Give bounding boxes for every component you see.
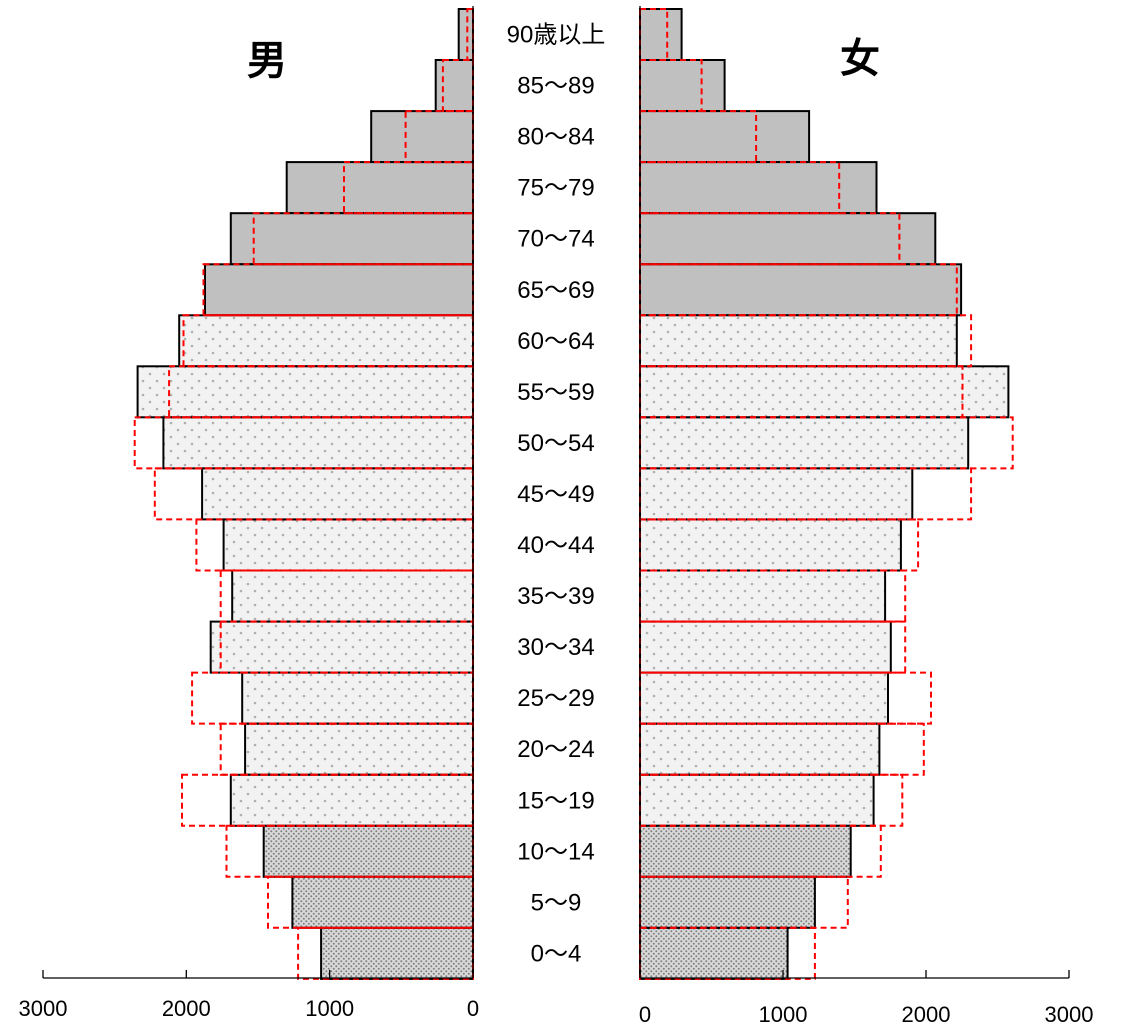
- male-solid-bar-4: [229, 212, 474, 266]
- male-solid-bar-1: [434, 59, 475, 112]
- age-label-16: 10～14: [517, 838, 594, 865]
- male-label: 男: [247, 39, 287, 83]
- male-solid-bar-8: [162, 416, 474, 470]
- male-tick-label-3: 0: [467, 996, 479, 1021]
- male-solid-bar-14: [244, 722, 474, 776]
- age-label-14: 20～24: [517, 736, 594, 763]
- male-solid-bar-5: [204, 263, 474, 317]
- female-dashed-bar-9: [639, 467, 973, 521]
- male-solid-bar-15: [229, 773, 474, 827]
- female-solid-bar-16: [639, 824, 852, 878]
- male-solid-bar-6: [178, 314, 474, 368]
- male-dashed-bar-14: [219, 722, 474, 776]
- female-solid-bar-7: [639, 365, 1010, 419]
- male-solid-bar-10: [222, 518, 474, 572]
- age-label-18: 0～4: [531, 940, 582, 967]
- male-dashed-bar-7: [168, 365, 474, 419]
- female-solid-bar-15: [639, 773, 875, 827]
- tick-labels: 3000 2000 1000 0 0 1000 2000 3000: [19, 996, 1094, 1027]
- age-label-8: 50～54: [517, 430, 594, 457]
- male-solid-bar-9: [201, 467, 474, 521]
- female-solid-bar-5: [639, 263, 963, 317]
- female-solid-bar-17: [639, 875, 816, 929]
- female-tick-label-2: 2000: [902, 1002, 951, 1027]
- age-label-12: 30～34: [517, 634, 594, 661]
- female-dashed-bar-13: [639, 671, 932, 725]
- female-solid-bar-11: [639, 569, 887, 623]
- axes: [43, 6, 1069, 979]
- age-label-17: 5～9: [531, 889, 582, 916]
- female-dashed-bar-2: [639, 110, 758, 164]
- age-label-10: 40～44: [517, 532, 594, 559]
- male-solid-bars: [136, 8, 475, 980]
- female-solid-bar-2: [639, 110, 811, 164]
- male-solid-bar-16: [262, 824, 475, 878]
- female-solid-bar-14: [639, 722, 881, 776]
- female-solid-bar-8: [639, 416, 970, 470]
- male-tick-label-1: 2000: [162, 996, 211, 1021]
- male-solid-bar-0: [457, 8, 475, 61]
- male-tick-label-2: 1000: [305, 996, 354, 1021]
- female-label: 女: [840, 37, 880, 81]
- female-solid-bar-13: [639, 671, 889, 725]
- female-solid-bar-0: [639, 8, 683, 61]
- female-solid-bar-10: [639, 518, 902, 572]
- age-label-1: 85～89: [517, 73, 594, 100]
- male-solid-bar-17: [291, 875, 474, 929]
- male-solid-bar-2: [370, 110, 475, 164]
- female-solid-bars: [639, 8, 1010, 980]
- age-label-3: 75～79: [517, 175, 594, 202]
- male-solid-bar-11: [231, 569, 474, 623]
- age-label-0: 90歳以上: [507, 22, 606, 49]
- tick-marks: [42, 970, 1070, 978]
- female-tick-label-0: 0: [639, 1002, 651, 1027]
- female-dashed-bar-11: [639, 569, 907, 623]
- age-label-2: 80～84: [517, 124, 594, 151]
- age-label-13: 25～29: [517, 685, 594, 712]
- age-label-9: 45～49: [517, 481, 594, 508]
- male-solid-bar-7: [136, 365, 474, 419]
- female-tick-label-1: 1000: [759, 1002, 808, 1027]
- age-label-7: 55～59: [517, 379, 594, 406]
- male-solid-bar-18: [320, 926, 474, 980]
- female-solid-bar-4: [639, 212, 937, 266]
- female-solid-bar-1: [639, 59, 726, 112]
- female-solid-bar-6: [639, 314, 958, 368]
- female-solid-bar-12: [639, 620, 892, 674]
- male-dashed-bar-11: [219, 569, 474, 623]
- male-dashed-bar-12: [219, 620, 474, 674]
- female-solid-bar-18: [639, 926, 789, 980]
- age-label-4: 70～74: [517, 226, 594, 253]
- male-solid-bar-3: [285, 161, 475, 215]
- age-label-11: 35～39: [517, 583, 594, 610]
- age-label-15: 15～19: [517, 787, 594, 814]
- male-solid-bar-12: [209, 620, 474, 674]
- female-dashed-bar-6: [639, 314, 973, 368]
- age-label-6: 60～64: [517, 328, 594, 355]
- age-label-5: 65～69: [517, 277, 594, 304]
- female-solid-bar-9: [639, 467, 914, 521]
- age-labels: 90歳以上 85～89 80～84 75～79 70～74 65～69 60～64 55～59…: [507, 22, 606, 968]
- female-dashed-bar-18: [639, 926, 816, 980]
- female-dashed-bar-12: [639, 620, 907, 674]
- female-solid-bar-3: [639, 161, 878, 215]
- male-dashed-bar-15: [181, 773, 474, 827]
- male-solid-bar-13: [241, 671, 474, 725]
- female-tick-label-3: 3000: [1045, 1002, 1094, 1027]
- male-tick-label-0: 3000: [19, 996, 68, 1021]
